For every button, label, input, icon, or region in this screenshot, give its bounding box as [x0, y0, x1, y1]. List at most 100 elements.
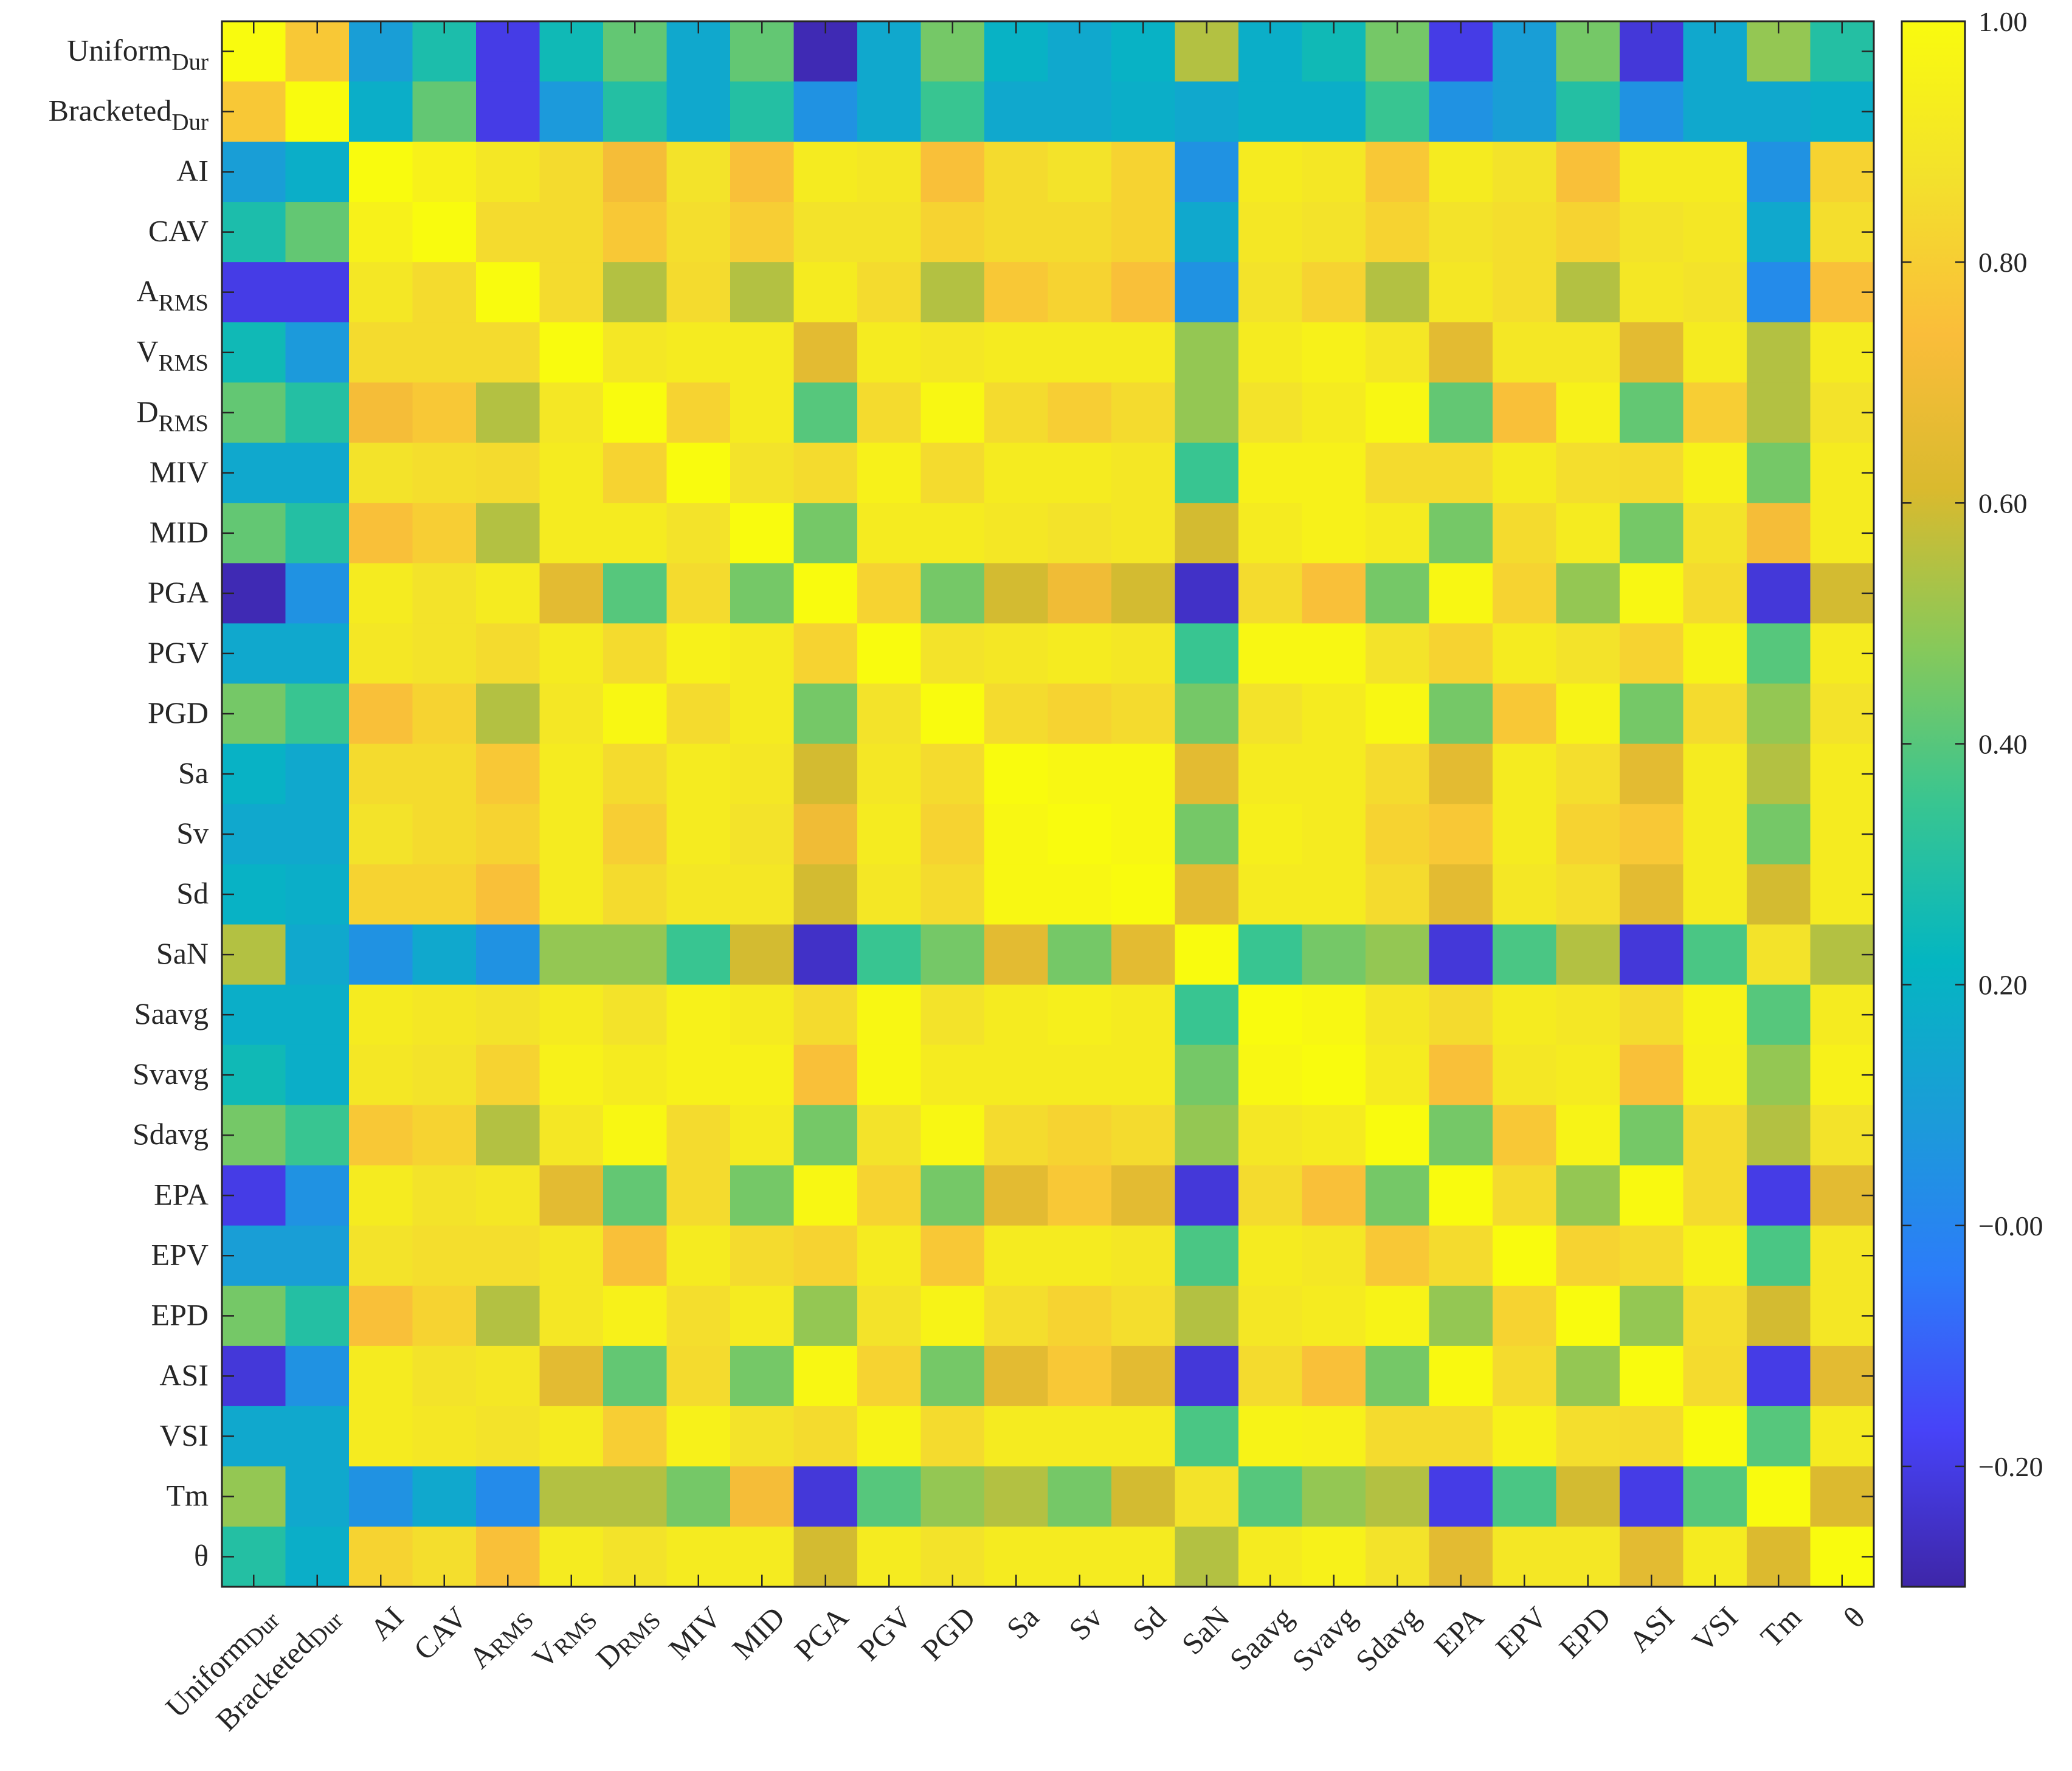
x-label-base: Saavg: [1223, 1600, 1299, 1677]
heatmap-cell: [730, 1225, 795, 1286]
heatmap-cell: [1429, 1044, 1493, 1106]
heatmap-cell: [666, 1285, 731, 1347]
heatmap-cell: [1302, 924, 1366, 986]
heatmap-cell: [412, 382, 477, 443]
heatmap-cell: [1493, 322, 1557, 383]
heatmap-cell: [1620, 322, 1684, 383]
x-label-base: PGD: [915, 1600, 982, 1667]
heatmap-cell: [984, 744, 1049, 805]
heatmap-cell: [285, 623, 350, 685]
heatmap-cell: [1111, 744, 1176, 805]
heatmap-cell: [1493, 1165, 1557, 1226]
y-label-base: Saavg: [134, 996, 209, 1030]
y-label-base: Tm: [167, 1478, 209, 1512]
heatmap-cell: [857, 1044, 922, 1106]
heatmap-cell: [476, 744, 540, 805]
y-label: MID: [150, 515, 209, 549]
y-label-base: Sa: [178, 756, 209, 790]
heatmap-cell: [1175, 1466, 1239, 1527]
heatmap-cell: [539, 563, 604, 624]
heatmap-cell: [1048, 1044, 1112, 1106]
heatmap-cell: [412, 202, 477, 263]
y-label: Svavg: [133, 1057, 209, 1091]
y-label-base: V: [137, 334, 159, 368]
heatmap-cell: [603, 804, 668, 865]
heatmap-cell: [920, 1165, 985, 1226]
heatmap-cell: [1429, 924, 1493, 986]
y-label-base: Bracketed: [49, 94, 172, 128]
heatmap-cell: [1556, 81, 1620, 142]
heatmap-cell: [476, 984, 540, 1046]
heatmap-cell: [476, 1105, 540, 1166]
heatmap-cell: [1366, 623, 1430, 685]
heatmap-cell: [412, 984, 477, 1046]
heatmap-cell: [1493, 382, 1557, 443]
x-label-base: MIV: [662, 1600, 728, 1666]
heatmap-cell: [1620, 142, 1684, 202]
heatmap-cell: [412, 262, 477, 323]
heatmap-cell: [793, 262, 858, 323]
heatmap-cell: [666, 683, 731, 745]
heatmap-cell: [1493, 864, 1557, 925]
heatmap-cell: [984, 202, 1049, 263]
heatmap-cell: [539, 683, 604, 745]
heatmap-cell: [793, 503, 858, 564]
heatmap-cell: [920, 1406, 985, 1467]
heatmap-cell: [1302, 1406, 1366, 1467]
y-label: Sa: [178, 756, 209, 790]
heatmap-cell: [1429, 1406, 1493, 1467]
y-label-base: PGA: [148, 575, 209, 609]
heatmap-cell: [730, 142, 795, 202]
heatmap-cell: [1556, 202, 1620, 263]
x-label: θ: [1837, 1600, 1871, 1635]
heatmap-cell: [984, 623, 1049, 685]
x-label-base: Sdavg: [1349, 1600, 1426, 1678]
heatmap-cell: [1238, 1105, 1303, 1166]
heatmap-cell: [349, 503, 413, 564]
heatmap-cell: [603, 683, 668, 745]
heatmap-cell: [666, 322, 731, 383]
heatmap-cell: [412, 924, 477, 986]
heatmap-cell: [1048, 81, 1112, 142]
heatmap-cell: [1747, 623, 1811, 685]
heatmap-cell: [1747, 1406, 1811, 1467]
heatmap-cell: [1048, 804, 1112, 865]
heatmap-cell: [1556, 1105, 1620, 1166]
heatmap-cell: [1747, 382, 1811, 443]
heatmap-cell: [920, 262, 985, 323]
heatmap-cell: [1747, 503, 1811, 564]
heatmap-cell: [1556, 683, 1620, 745]
heatmap-cell: [539, 864, 604, 925]
heatmap-cell: [285, 1105, 350, 1166]
heatmap-cell: [1683, 1044, 1747, 1106]
heatmap-cell: [1493, 142, 1557, 202]
heatmap-cell: [920, 924, 985, 986]
heatmap-cell: [1620, 503, 1684, 564]
heatmap-cell: [666, 1225, 731, 1286]
x-label: CAV: [407, 1600, 474, 1667]
heatmap-cell: [984, 142, 1049, 202]
y-label: AI: [176, 154, 209, 188]
heatmap-cell: [539, 443, 604, 503]
heatmap-cell: [984, 322, 1049, 383]
colorbar: [1902, 21, 1965, 1587]
heatmap-cell: [984, 563, 1049, 624]
y-label: MIV: [150, 455, 209, 489]
heatmap-cell: [412, 563, 477, 624]
heatmap-cell: [1048, 202, 1112, 263]
heatmap-cell: [1620, 1345, 1684, 1407]
heatmap-cell: [920, 1285, 985, 1347]
heatmap-cell: [1683, 984, 1747, 1046]
heatmap-cell: [857, 1406, 922, 1467]
x-label-base: Sa: [1000, 1600, 1046, 1646]
heatmap-cell: [1302, 623, 1366, 685]
heatmap-cell: [793, 683, 858, 745]
heatmap-cell: [1429, 443, 1493, 503]
heatmap-cell: [1493, 1345, 1557, 1407]
heatmap-cell: [920, 503, 985, 564]
heatmap-cell: [857, 142, 922, 202]
y-label-base: PGD: [148, 696, 209, 730]
heatmap-cell: [1747, 1165, 1811, 1226]
heatmap-cell: [1302, 563, 1366, 624]
heatmap-cell: [984, 1466, 1049, 1527]
